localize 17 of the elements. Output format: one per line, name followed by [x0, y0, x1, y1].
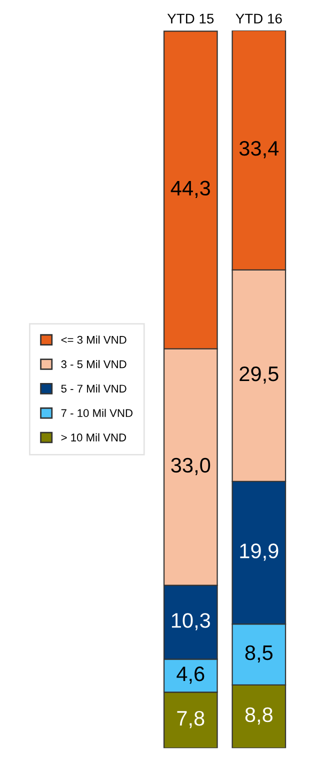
data-label: 4,6 — [176, 666, 204, 684]
data-label: 8,5 — [245, 645, 273, 663]
data-label: 44,3 — [170, 180, 210, 198]
data-label: 10,3 — [172, 613, 210, 630]
data-label: 19,9 — [240, 544, 278, 561]
data-label: 7,8 — [177, 710, 204, 728]
legend-label: 3 - 5 Mil VND — [61, 360, 126, 368]
legend-label: 5 - 7 Mil VND — [61, 384, 126, 393]
x-tick-label: YTD 15 — [167, 14, 214, 24]
data-label: 33,0 — [171, 458, 210, 476]
data-label: 29,5 — [240, 366, 278, 384]
data-label: 33,4 — [239, 141, 279, 158]
legend-label: 7 - 10 Mil VND — [61, 408, 132, 418]
data-label: 8,8 — [245, 707, 272, 725]
x-tick-label: YTD 16 — [236, 14, 282, 24]
legend-label: <= 3 Mil VND — [61, 336, 126, 344]
legend-label: > 10 Mil VND — [61, 433, 126, 442]
